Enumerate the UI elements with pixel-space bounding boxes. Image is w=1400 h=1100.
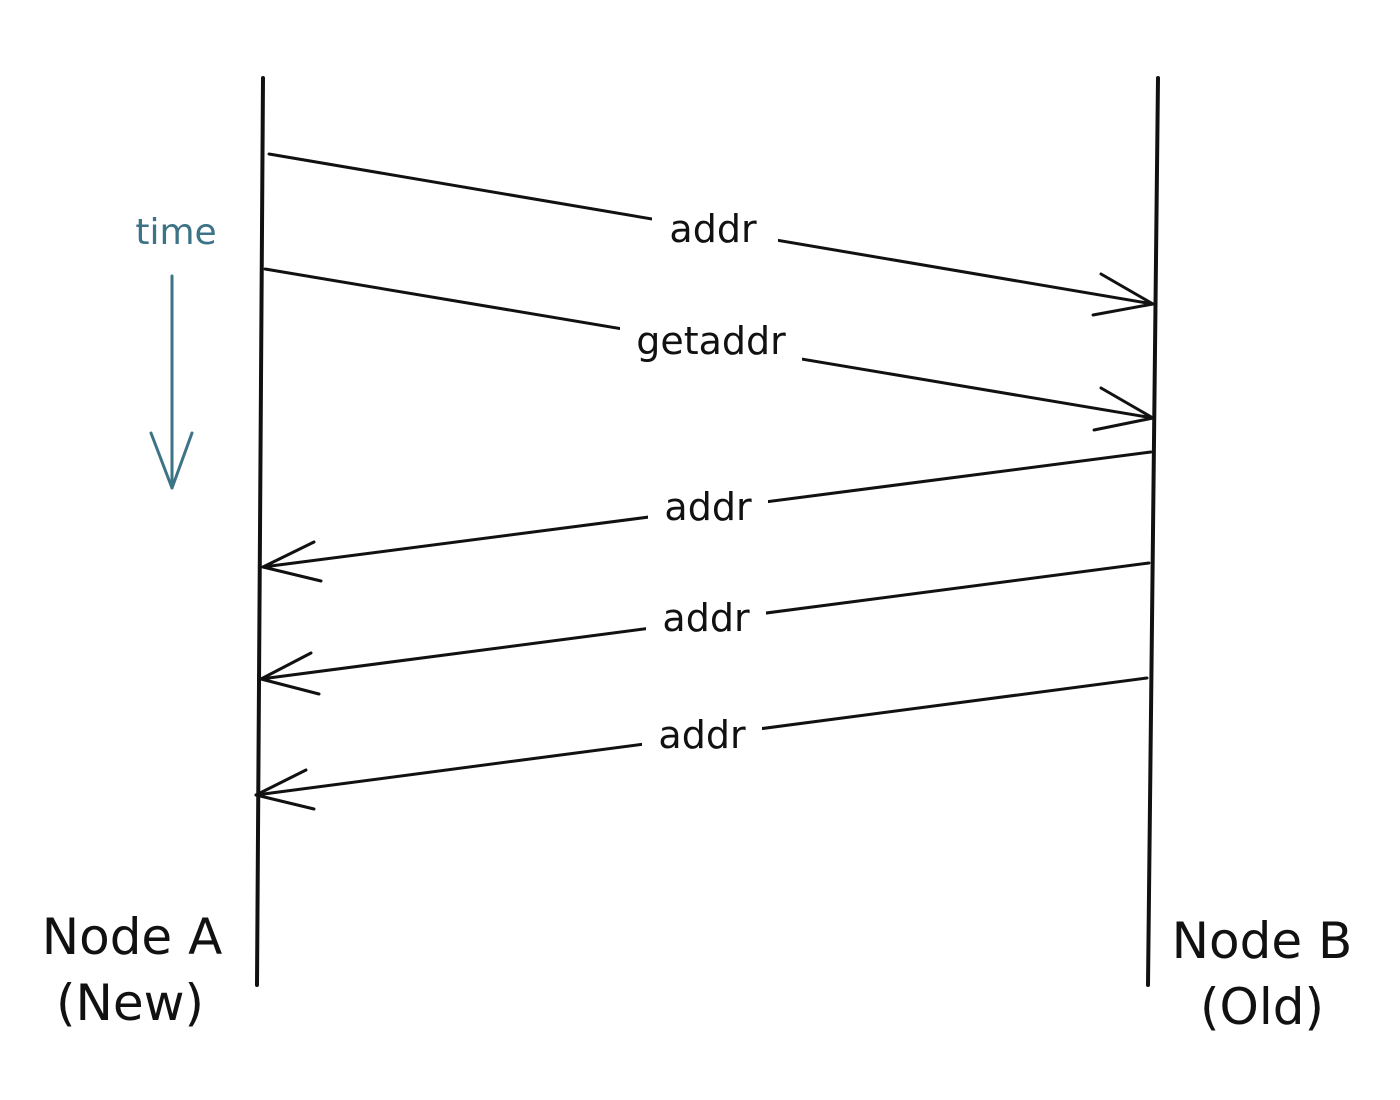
arrowhead-icon — [259, 651, 321, 696]
message-arrow: getaddr — [263, 267, 1155, 432]
arrowhead-icon — [1091, 272, 1155, 317]
message-label: getaddr — [636, 319, 786, 363]
node-b-subtitle: (Old) — [1200, 978, 1324, 1036]
message-label-background — [652, 202, 778, 254]
node-b-label: Node B (Old) — [1172, 912, 1353, 1036]
arrowhead-icon — [261, 540, 323, 583]
time-indicator: time — [135, 212, 217, 490]
message-label: addr — [662, 596, 750, 640]
message-arrow: addr — [259, 561, 1151, 696]
time-label: time — [135, 212, 216, 253]
node-b-lifeline — [1146, 76, 1160, 987]
arrowhead-icon — [1092, 386, 1155, 432]
message-label-background — [648, 482, 768, 532]
message-label-background — [642, 710, 762, 760]
node-a-lifeline — [255, 76, 265, 987]
node-a-subtitle: (New) — [56, 974, 204, 1032]
message-arrow: addr — [261, 450, 1153, 583]
arrowhead-icon — [254, 768, 316, 811]
node-b-name: Node B — [1172, 912, 1353, 970]
message-label-background — [646, 594, 766, 644]
message-arrow: addr — [267, 152, 1155, 317]
message-label: addr — [664, 485, 752, 529]
time-arrow-head-icon — [149, 431, 194, 490]
message-label: addr — [658, 713, 746, 757]
message-label: addr — [669, 207, 757, 251]
node-a-name: Node A — [42, 908, 223, 966]
message-arrow: addr — [254, 676, 1149, 811]
message-label-background — [620, 318, 802, 370]
node-a-label: Node A (New) — [42, 908, 223, 1032]
